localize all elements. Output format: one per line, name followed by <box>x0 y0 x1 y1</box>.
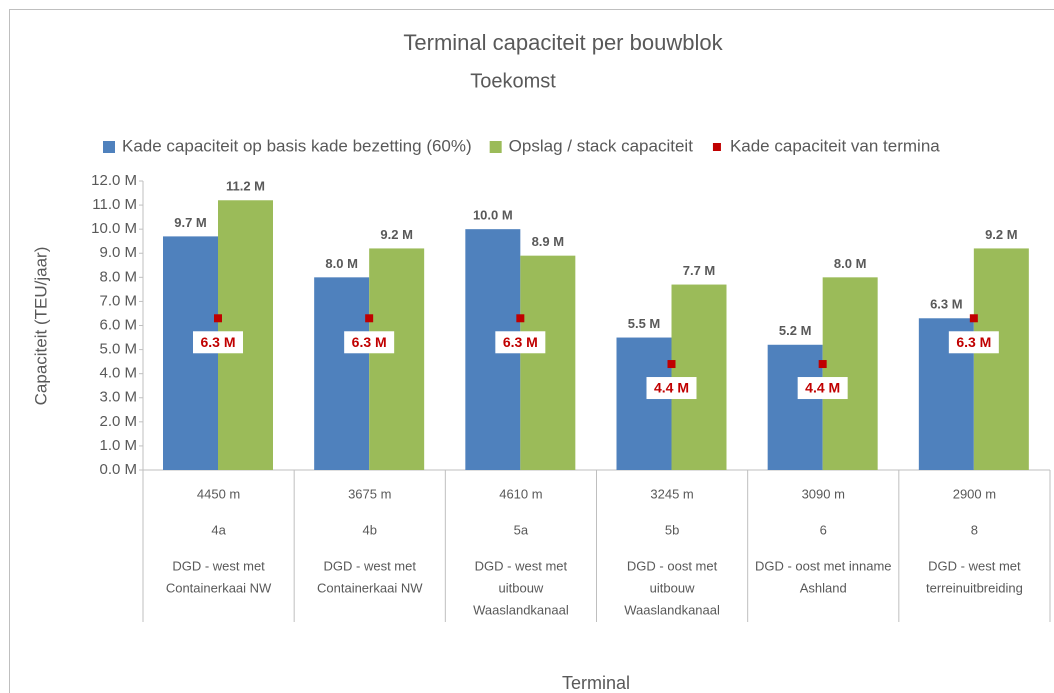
value-label-bg <box>797 377 848 400</box>
category-description: uitbouw <box>499 580 544 595</box>
value-label: 7.7 M <box>683 263 716 278</box>
value-label-bg <box>523 233 572 250</box>
value-label-bg <box>620 315 668 332</box>
value-label: 6.3 M <box>352 334 387 350</box>
value-label: 6.3 M <box>930 297 963 312</box>
value-label-bg <box>193 331 243 354</box>
value-label-bg <box>977 226 1026 243</box>
chart-title: Terminal capaciteit per bouwblok <box>403 30 723 55</box>
x-tick-label: 4b <box>363 522 377 537</box>
value-label: 11.2 M <box>226 179 265 194</box>
y-tick-label: 10.0 M <box>91 220 137 237</box>
y-tick-label: 3.0 M <box>99 389 137 406</box>
category-length: 3245 m <box>650 486 693 501</box>
value-label: 9.2 M <box>380 227 413 242</box>
marker <box>667 360 676 369</box>
marker <box>365 314 374 323</box>
chart-subtitle: Toekomst <box>470 70 556 92</box>
value-label: 8.0 M <box>834 256 867 271</box>
value-label-bg <box>317 255 366 272</box>
value-label-bg <box>922 296 971 313</box>
bar <box>616 337 672 470</box>
value-label: 4.4 M <box>654 380 689 396</box>
category-length: 4450 m <box>197 486 240 501</box>
category-description: Containerkaai NW <box>317 580 423 595</box>
y-tick-label: 4.0 M <box>99 365 137 382</box>
y-axis-label: Capaciteit (TEU/jaar) <box>31 247 50 406</box>
value-label: 6.3 M <box>956 334 991 350</box>
x-tick-label: 6 <box>820 522 827 537</box>
value-label-bg <box>675 262 723 279</box>
value-label: 4.4 M <box>805 380 840 396</box>
value-label-bg <box>948 331 999 354</box>
y-tick-label: 8.0 M <box>99 268 137 285</box>
y-tick-label: 2.0 M <box>99 413 137 430</box>
y-tick-label: 7.0 M <box>99 292 137 309</box>
value-label-bg <box>166 214 215 231</box>
category-description: Waaslandkanaal <box>624 602 720 617</box>
category-description: DGD - west met <box>475 558 568 573</box>
value-label: 6.3 M <box>200 334 235 350</box>
legend-label: Kade capaciteit op basis kade bezetting … <box>122 136 472 155</box>
value-label-bg <box>771 322 820 339</box>
category-length: 2900 m <box>953 486 996 501</box>
y-tick-label: 5.0 M <box>99 341 137 358</box>
legend-swatch <box>103 141 115 153</box>
value-label: 5.2 M <box>779 323 812 338</box>
category-description: DGD - west met <box>172 558 265 573</box>
category-description: terreinuitbreiding <box>926 580 1023 595</box>
x-tick-label: 5a <box>514 522 529 537</box>
marker <box>516 314 525 323</box>
category-length: 3090 m <box>802 486 845 501</box>
value-label: 5.5 M <box>628 316 661 331</box>
value-label: 9.7 M <box>174 215 207 230</box>
marker <box>969 314 978 323</box>
legend-label: Kade capaciteit van termina <box>730 136 940 155</box>
bar <box>767 344 823 470</box>
y-tick-label: 1.0 M <box>99 437 137 454</box>
value-label-bg <box>826 255 875 272</box>
x-tick-label: 4a <box>211 522 226 537</box>
bar <box>520 255 576 470</box>
y-tick-label: 9.0 M <box>99 244 137 261</box>
category-description: Waaslandkanaal <box>473 602 569 617</box>
marker <box>214 314 222 323</box>
category-description: uitbouw <box>650 580 695 595</box>
legend-swatch <box>489 141 502 153</box>
category-length: 3675 m <box>348 486 391 501</box>
y-tick-label: 0.0 M <box>99 461 137 478</box>
x-tick-label: 5b <box>665 522 679 537</box>
x-tick-label: 8 <box>971 522 978 537</box>
value-label: 6.3 M <box>503 334 538 350</box>
category-description: Ashland <box>800 580 847 595</box>
category-description: DGD - west met <box>928 558 1021 573</box>
bar <box>369 248 425 470</box>
marker <box>818 360 827 369</box>
y-tick-label: 12.0 M <box>91 172 137 189</box>
y-tick-label: 11.0 M <box>92 196 137 213</box>
category-description: DGD - oost met <box>627 558 718 573</box>
value-label-bg <box>221 178 270 195</box>
value-label: 9.2 M <box>985 227 1018 242</box>
category-description: Containerkaai NW <box>166 580 272 595</box>
value-label-bg <box>372 226 421 243</box>
legend-swatch <box>712 143 721 151</box>
value-label-bg <box>495 331 546 354</box>
category-length: 4610 m <box>499 486 542 501</box>
value-label-bg <box>646 377 697 400</box>
value-label: 8.9 M <box>532 234 565 249</box>
value-label-bg <box>344 331 395 354</box>
category-description: DGD - oost met inname <box>755 558 892 573</box>
legend-label: Opslag / stack capaciteit <box>509 136 694 155</box>
x-axis-label: Terminal <box>562 673 630 693</box>
bar <box>973 248 1029 470</box>
value-label: 10.0 M <box>473 208 513 223</box>
bar <box>822 277 878 470</box>
bar <box>314 277 370 470</box>
value-label: 8.0 M <box>325 256 358 271</box>
y-tick-label: 6.0 M <box>99 316 137 333</box>
category-description: DGD - west met <box>324 558 417 573</box>
value-label-bg <box>468 207 517 224</box>
